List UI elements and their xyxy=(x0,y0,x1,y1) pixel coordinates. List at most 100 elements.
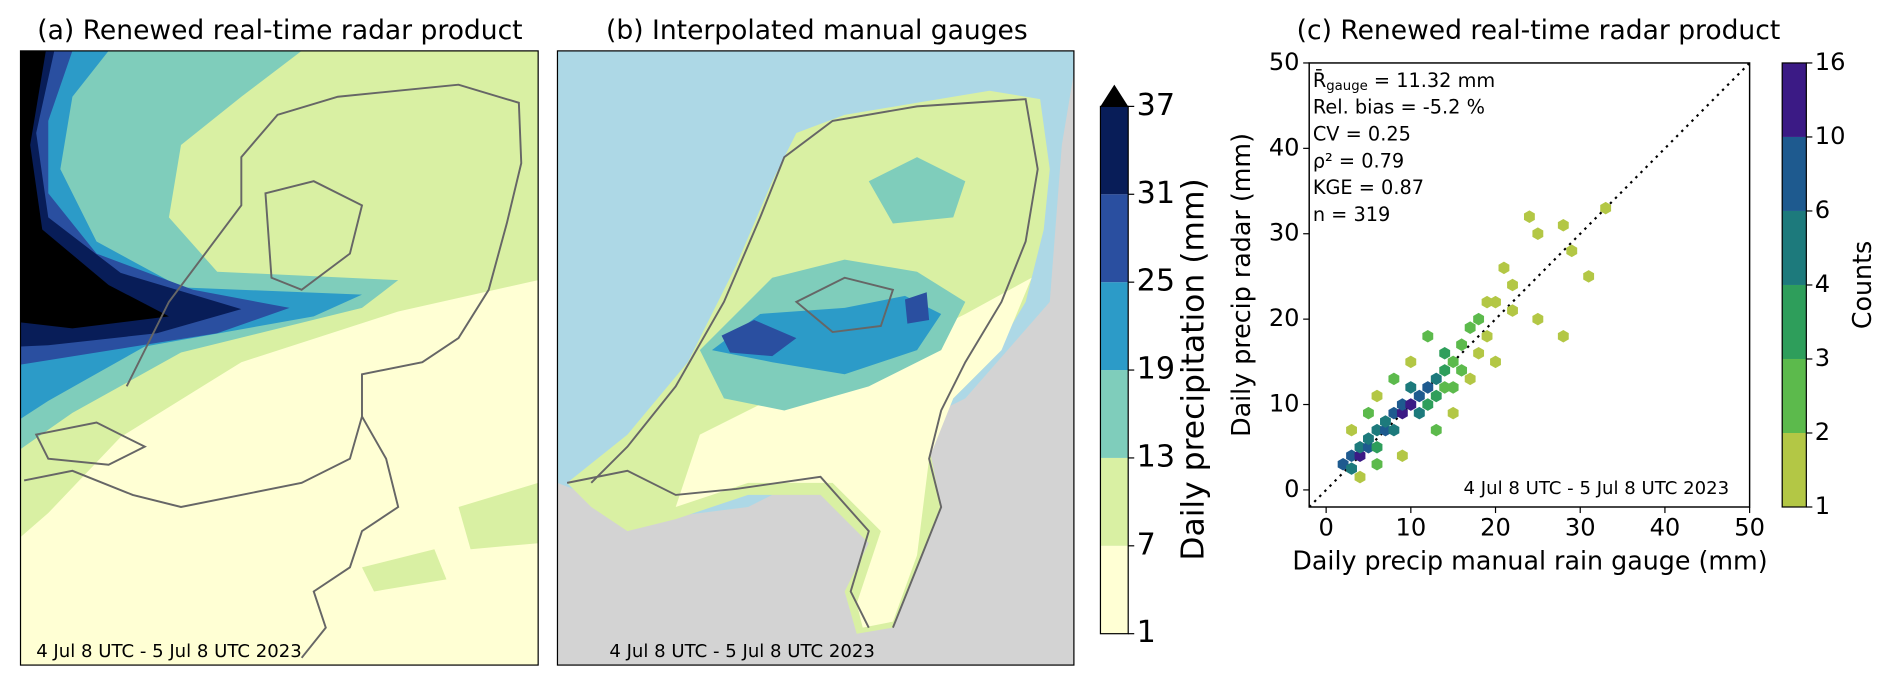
x-tick-label: 50 xyxy=(1734,514,1765,542)
colorbar-tick-label: 1 xyxy=(1815,492,1830,520)
hexbin-cell xyxy=(1405,381,1417,394)
colorbar-tick-label: 3 xyxy=(1815,344,1830,372)
hexbin-cell xyxy=(1371,458,1383,471)
colorbar-segment xyxy=(1782,358,1807,433)
hexbin-cell xyxy=(1464,321,1476,334)
hexbin-cell xyxy=(1354,440,1366,454)
hexbin-cell xyxy=(1473,312,1485,326)
hexbin-cell xyxy=(1396,398,1408,411)
colorbar-tick-label: 25 xyxy=(1137,264,1175,299)
hexbin-cell xyxy=(1481,329,1493,343)
colorbar-segment xyxy=(1782,62,1807,137)
colorbar-tick-label: 31 xyxy=(1137,176,1175,211)
hexbin-cell xyxy=(1371,389,1383,403)
colorbar-segment xyxy=(1100,194,1129,283)
colorbar-tick-label: 13 xyxy=(1137,439,1175,474)
hexbin-cell xyxy=(1490,355,1501,369)
axes-frame xyxy=(1308,62,1751,508)
hexbin-cell xyxy=(1583,270,1595,283)
y-tick-label: 40 xyxy=(1269,133,1300,161)
hexbin-cell xyxy=(1481,295,1493,309)
hexbin-cell xyxy=(1456,338,1468,351)
one-to-one-line xyxy=(1308,62,1751,508)
hexbin-cell xyxy=(1346,462,1357,475)
hexbin-cell xyxy=(1456,364,1468,377)
hexbin-cell xyxy=(1439,346,1451,360)
hexbin-cell xyxy=(1363,440,1374,454)
stat-text: = 11.32 mm xyxy=(1368,69,1495,92)
hexbin-cell xyxy=(1422,381,1434,394)
colorbar-tick-label: 4 xyxy=(1815,270,1830,298)
hexbin-cell xyxy=(1354,470,1366,484)
hexbin-cell xyxy=(1388,372,1400,386)
stat-line: Rel. bias = -5.2 % xyxy=(1313,95,1485,118)
colorbar-segment xyxy=(1782,136,1807,211)
colorbar-tick-label: 19 xyxy=(1137,352,1175,387)
colorbar-label: Counts xyxy=(1847,241,1877,329)
y-axis-label: Daily precip radar (mm) xyxy=(1226,133,1256,437)
hexbin-cell xyxy=(1405,355,1417,369)
y-tick-label: 50 xyxy=(1269,48,1300,76)
hexbin-cell xyxy=(1430,423,1442,437)
x-tick-label: 10 xyxy=(1395,514,1426,542)
hexbin-cell xyxy=(1473,346,1485,360)
hexbin-cell xyxy=(1405,398,1417,411)
colorbar-segment xyxy=(1100,282,1129,371)
hexbin-cell xyxy=(1557,218,1569,232)
hexbin-cell xyxy=(1447,355,1459,369)
colorbar-segment xyxy=(1100,370,1129,458)
colorbar-segment xyxy=(1100,457,1129,546)
colorbar-tick-label: 16 xyxy=(1815,48,1846,76)
x-axis-label: Daily precip manual rain gauge (mm) xyxy=(1292,546,1767,576)
stat-line: KGE = 0.87 xyxy=(1313,176,1424,199)
x-tick-label: 20 xyxy=(1480,514,1511,542)
hexbin-cell xyxy=(1507,304,1518,317)
y-tick-label: 30 xyxy=(1269,219,1300,247)
hexbin-cell xyxy=(1532,227,1544,240)
stat-subscript: gauge xyxy=(1326,79,1368,94)
period-annotation: 4 Jul 8 UTC - 5 Jul 8 UTC 2023 xyxy=(609,641,875,662)
hexbin-cell xyxy=(1422,398,1434,411)
period-annotation: 4 Jul 8 UTC - 5 Jul 8 UTC 2023 xyxy=(36,641,302,662)
colorbar-segment xyxy=(1782,210,1807,285)
hexbin-cell xyxy=(1439,381,1451,394)
map-a xyxy=(19,50,539,666)
hexbin-cell xyxy=(1346,449,1357,462)
y-tick-label: 10 xyxy=(1269,390,1300,418)
stat-line: R̄gauge = 11.32 mm xyxy=(1313,67,1495,94)
hexbin-cell xyxy=(1413,389,1425,403)
period-annotation: 4 Jul 8 UTC - 5 Jul 8 UTC 2023 xyxy=(1464,478,1730,499)
hexbin-cell xyxy=(1371,423,1383,437)
x-tick-label: 0 xyxy=(1318,514,1333,542)
hexbin-cell xyxy=(1600,201,1612,215)
hexbin-cell xyxy=(1439,364,1451,377)
hexbin-cell xyxy=(1464,372,1476,386)
hexbin-cell xyxy=(1532,312,1544,326)
hexbin-cell xyxy=(1371,440,1383,454)
hexbin-cell xyxy=(1557,329,1569,343)
hexbin-cell xyxy=(1507,278,1518,292)
hexbin-cell xyxy=(1523,210,1535,223)
hexbin-cell xyxy=(1388,406,1400,420)
hexbin-cell xyxy=(1566,244,1578,258)
hexbin-cell xyxy=(1447,406,1459,420)
hexbin-cell xyxy=(1380,423,1391,437)
y-tick-label: 20 xyxy=(1269,304,1300,332)
x-tick-label: 30 xyxy=(1565,514,1596,542)
hexbin-cell xyxy=(1430,372,1442,386)
map-b xyxy=(556,50,1075,666)
y-tick-label: 0 xyxy=(1284,475,1299,503)
stat-line: n = 319 xyxy=(1313,203,1391,226)
hexbin-cell xyxy=(1337,458,1349,471)
hexbin-cell xyxy=(1380,415,1391,428)
hexbin-cell xyxy=(1396,406,1408,420)
hexbin-cell xyxy=(1346,423,1357,437)
stat-symbol: R̄ xyxy=(1313,67,1326,92)
hexbin-cell xyxy=(1354,449,1366,462)
panel-title: (c) Renewed real-time radar product xyxy=(1297,15,1781,46)
panel-title: (a) Renewed real-time radar product xyxy=(37,15,522,46)
hexbin-cell xyxy=(1363,432,1374,445)
panel-title: (b) Interpolated manual gauges xyxy=(606,15,1028,46)
colorbar-label: Daily precipitation (mm) xyxy=(1176,178,1212,560)
